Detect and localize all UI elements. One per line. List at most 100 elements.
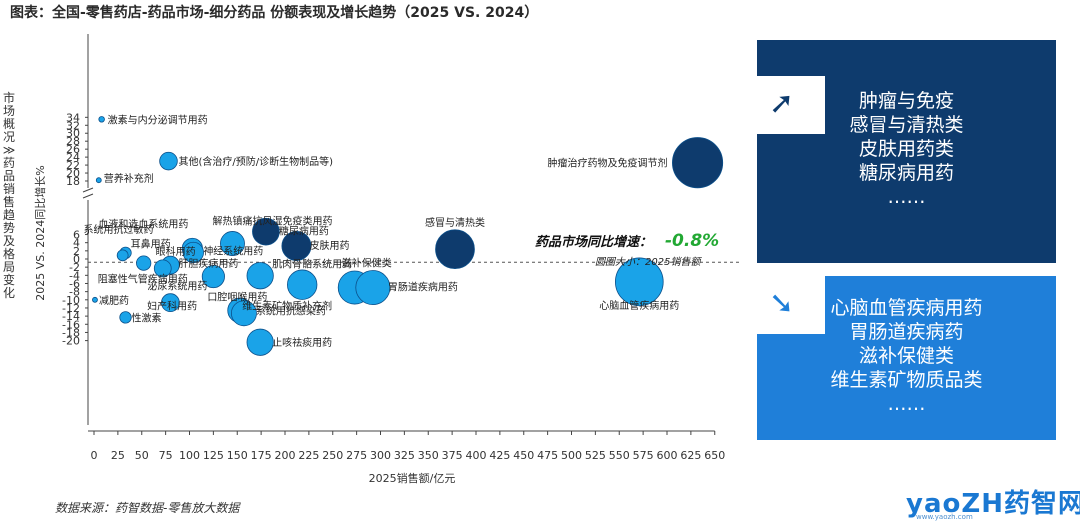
- x-tick-label: 125: [203, 449, 224, 462]
- bubble-label: 肿瘤治疗药物及免疫调节剂: [548, 157, 668, 170]
- bubble-point: [246, 262, 274, 290]
- x-tick-label: 325: [394, 449, 415, 462]
- y-tick-label: 32: [66, 119, 80, 132]
- panel-list-item: 糖尿病用药: [858, 162, 954, 184]
- bubble-label: 糖尿病用药: [279, 225, 329, 238]
- y-tick-label: 6: [73, 229, 80, 242]
- bubble-label: 维生素矿物质补充剂: [242, 300, 332, 313]
- x-tick-label: 525: [585, 449, 606, 462]
- bubble-point: [92, 296, 98, 303]
- bubble-chart: 3432302826242220186420-2-4-6-8-10-12-14-…: [33, 34, 740, 485]
- x-tick-label: 550: [609, 449, 630, 462]
- x-tick-label: 50: [135, 449, 149, 462]
- x-tick-label: 0: [91, 449, 98, 462]
- bubble-label: 耳鼻用药: [131, 237, 171, 250]
- growth-annotation-value: -0.8%: [665, 231, 719, 251]
- bubble-label: 口腔咽喉用药: [207, 291, 267, 304]
- panel-list-item: 皮肤用药类: [858, 138, 954, 160]
- bubble-layer: [92, 116, 724, 356]
- page-title: 图表：全国-零售药店-药品市场-细分药品 份额表现及增长趋势（2025 VS. …: [10, 5, 539, 21]
- bubble-label: 其他(含治疗/预防/诊断生物制品等): [178, 155, 333, 168]
- x-tick-label: 450: [513, 449, 534, 462]
- y-tick-label: 34: [66, 111, 80, 124]
- panel-list-item: 肿瘤与免疫: [858, 90, 954, 112]
- x-tick-label: 275: [346, 449, 367, 462]
- panel-list-item: ……: [887, 186, 926, 208]
- x-tick-label: 100: [179, 449, 200, 462]
- x-tick-label: 350: [418, 449, 439, 462]
- bubble-point: [355, 270, 391, 306]
- panel-list-item: 胃肠道疾病药: [849, 321, 964, 343]
- bubble-label: 营养补充剂: [104, 172, 154, 185]
- bubble-label: 肌肉骨骼系统用药: [272, 258, 352, 271]
- trend-up-arrow-icon: ➚: [769, 86, 795, 121]
- bubble-label: 妇产科用药: [147, 299, 197, 312]
- bubble-label: 心脑血管疾病用药: [599, 299, 679, 312]
- bubble-point: [116, 249, 129, 262]
- y-tick-label: -16: [62, 318, 80, 331]
- bubble-label: 皮肤用药: [309, 239, 349, 252]
- bubble-label: 系统用抗感染药: [256, 304, 326, 317]
- logo-text: yaoZH药智网: [906, 489, 1080, 519]
- y-tick-label: 26: [66, 143, 80, 156]
- x-tick-label: 175: [251, 449, 272, 462]
- bubble-point: [615, 257, 664, 307]
- bubble-point: [161, 293, 180, 313]
- bubble-size-note: 圆圈大小：2025销售额: [595, 256, 702, 268]
- bubble-label: 系统用抗过敏药: [84, 223, 154, 236]
- bubble-point: [435, 229, 475, 270]
- data-source-note: 数据来源：药智数据-零售放大数据: [55, 501, 240, 515]
- bubble-label: 减肥药: [99, 295, 129, 307]
- y-tick-label: -12: [62, 302, 80, 315]
- panel-list-item: 维生素矿物质品类: [830, 369, 983, 391]
- x-tick-label: 575: [633, 449, 654, 462]
- x-tick-label: 600: [657, 449, 678, 462]
- y-tick-label: 2: [73, 245, 80, 258]
- bubble-label: 肝胆疾病用药: [178, 257, 238, 270]
- bubble-label: 止咳祛痰用药: [272, 336, 332, 349]
- chart-axes: 3432302826242220186420-2-4-6-8-10-12-14-…: [62, 34, 725, 462]
- bubble-point: [246, 328, 274, 356]
- side-section-title: 市场概况 ≫ 药品销售趋势及格局变化: [2, 91, 16, 300]
- bubble-point: [119, 311, 132, 324]
- bubble-point: [281, 230, 312, 261]
- y-axis-label: 2025 VS. 2024同比增长%: [33, 165, 47, 300]
- decline-category-list: 心脑血管疾病用药 胃肠道疾病药 滋补保健类 维生素矿物质品类……: [757, 296, 1056, 416]
- bubble-label: 眼科用药: [156, 245, 196, 258]
- bubble-label: 泌尿系统用药: [147, 280, 207, 293]
- x-tick-label: 300: [370, 449, 391, 462]
- y-tick-label: 30: [66, 127, 80, 140]
- y-tick-label: -8: [69, 286, 80, 299]
- x-tick-label: 75: [159, 449, 173, 462]
- bubble-point: [672, 137, 724, 189]
- y-tick-label: 28: [66, 135, 80, 148]
- x-tick-label: 475: [537, 449, 558, 462]
- y-tick-label: 24: [66, 151, 80, 164]
- y-tick-label: 22: [66, 159, 80, 172]
- x-tick-label: 400: [466, 449, 487, 462]
- y-tick-label: -10: [62, 294, 80, 307]
- y-tick-label: -14: [62, 310, 80, 323]
- x-tick-label: 250: [322, 449, 343, 462]
- y-tick-label: -18: [62, 326, 80, 339]
- x-tick-label: 25: [111, 449, 125, 462]
- x-axis-label: 2025销售额/亿元: [369, 471, 456, 485]
- y-tick-label: -20: [62, 335, 80, 348]
- bubble-point: [98, 116, 105, 123]
- bubble-label: 感冒与清热类: [425, 216, 485, 229]
- growth-categories-panel: ➚ 肿瘤与免疫 感冒与清热类 皮肤用药类 糖尿病用药……: [757, 40, 1056, 263]
- bubble-label: 滋补保健类: [342, 257, 392, 270]
- bubble-label: 胃肠道疾病用药: [388, 281, 458, 294]
- bubble-label: 性激素: [132, 311, 162, 324]
- growth-annotation-label: 药品市场同比增速：: [535, 234, 652, 250]
- bubble-point: [201, 264, 225, 289]
- x-tick-label: 150: [227, 449, 248, 462]
- panel-list-item: ……: [887, 393, 926, 415]
- bubble-label: 血液和造血系统用药: [98, 217, 188, 230]
- trend-down-arrow-icon: ➘: [769, 286, 795, 321]
- bubble-point: [95, 177, 102, 184]
- decline-categories-panel: ➘ 心脑血管疾病用药 胃肠道疾病药 滋补保健类 维生素矿物质品类……: [757, 276, 1056, 440]
- y-tick-label: 0: [73, 253, 80, 266]
- x-tick-label: 500: [561, 449, 582, 462]
